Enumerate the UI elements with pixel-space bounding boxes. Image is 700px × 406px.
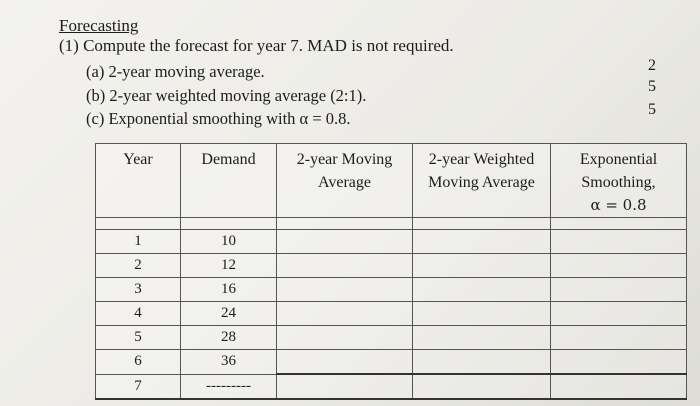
header-weighted-moving-average: 2-year Weighted Moving Average [412,143,551,218]
header-moving-average: 2-year Moving Average [276,143,413,218]
es-cell [550,325,687,350]
points-part-c: 5 [648,101,656,118]
es-forecast-cell [550,373,687,400]
question-text: (1) Compute the forecast for year 7. MAD… [59,36,454,55]
demand-cell: --------- [180,373,277,400]
demand-cell: 12 [180,253,277,278]
demand-cell: 36 [180,349,277,375]
ma-cell [276,325,413,350]
wma-cell [412,229,551,254]
es-cell [550,277,687,302]
points-part-a: 2 [648,57,656,74]
ma-cell [276,301,413,326]
wma-cell [412,253,551,278]
wma-cell [412,301,551,326]
table-spacer-row [95,217,687,230]
year-cell: 4 [95,301,181,326]
section-title: Forecasting [59,16,139,35]
year-cell: 6 [95,349,181,375]
demand-cell: 10 [180,229,277,254]
year-cell: 5 [95,325,181,350]
year-cell: 3 [95,277,181,302]
table-row: 1 10 [95,229,687,254]
header-demand: Demand [180,143,277,218]
ma-cell [276,277,413,302]
ma-cell [276,229,413,254]
es-cell [550,301,687,326]
ma-cell [276,349,413,375]
table-row: 2 12 [95,253,687,278]
table-row: 5 28 [95,325,687,350]
part-a: (a) 2-year moving average. [86,62,265,81]
wma-forecast-cell [412,373,551,400]
table-row-forecast: 7 --------- [95,373,687,400]
demand-cell: 16 [180,277,277,302]
year-cell: 7 [95,373,181,400]
es-cell [550,349,687,375]
wma-cell [412,349,551,375]
es-cell [550,229,687,254]
year-cell: 2 [95,253,181,278]
header-exponential-smoothing: Exponential Smoothing, α = 0.8 [550,143,687,218]
year-cell: 1 [95,229,181,254]
table-header-row: Year Demand 2-year Moving Average 2-year… [95,143,687,218]
es-cell [550,253,687,278]
part-b: (b) 2-year weighted moving average (2:1)… [86,86,367,105]
points-part-b: 5 [648,78,656,95]
table-row: 3 16 [95,277,687,302]
table-row: 6 36 [95,349,687,375]
part-c: (c) Exponential smoothing with α = 0.8. [86,109,351,128]
forecast-table: Year Demand 2-year Moving Average 2-year… [95,143,687,400]
ma-cell [276,253,413,278]
demand-cell: 24 [180,301,277,326]
table-row: 4 24 [95,301,687,326]
demand-cell: 28 [180,325,277,350]
header-year: Year [95,143,181,218]
ma-forecast-cell [276,373,413,400]
wma-cell [412,325,551,350]
wma-cell [412,277,551,302]
